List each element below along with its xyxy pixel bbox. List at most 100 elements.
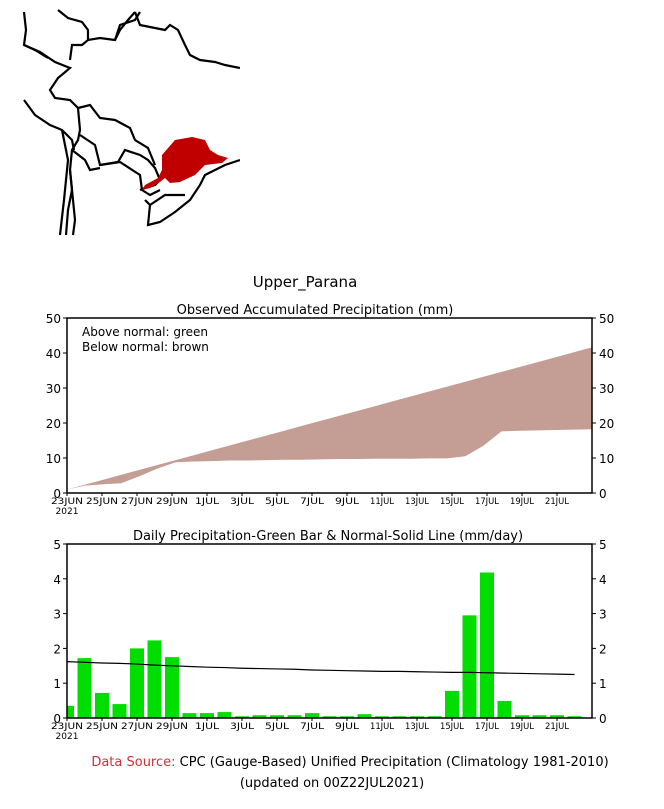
precip-bar bbox=[340, 716, 354, 718]
x-tick-label: 15JUL bbox=[440, 497, 464, 507]
y-tick-label-left: 1 bbox=[53, 677, 61, 691]
y-tick-label-left: 10 bbox=[46, 452, 61, 466]
precip-bar bbox=[165, 657, 179, 718]
normal-line bbox=[66, 661, 575, 676]
precip-bar bbox=[112, 704, 127, 718]
y-tick-label-left: 20 bbox=[46, 417, 61, 431]
precip-bar bbox=[410, 716, 424, 718]
x-tick-label: 27JUN bbox=[121, 497, 153, 507]
y-tick-label-right: 0 bbox=[599, 712, 607, 726]
x-tick-label: 25JUN bbox=[86, 497, 118, 507]
data-source-text: CPC (Gauge-Based) Unified Precipitation … bbox=[179, 755, 609, 770]
y-tick-label-left: 30 bbox=[46, 382, 61, 396]
x-tick-label: 11JUL bbox=[370, 497, 394, 507]
daily-chart-title: Daily Precipitation-Green Bar & Normal-S… bbox=[133, 529, 523, 544]
precip-bar bbox=[235, 716, 249, 718]
accumulated-chart-title: Observed Accumulated Precipitation (mm) bbox=[177, 303, 454, 318]
x-tick-label: 29JUN bbox=[156, 497, 188, 507]
x-tick-label: 21JUL bbox=[545, 722, 569, 732]
precip-bar bbox=[67, 705, 74, 718]
x-tick-label: 9JUL bbox=[335, 497, 359, 507]
y-tick-label-left: 50 bbox=[46, 312, 61, 326]
precip-bar bbox=[480, 572, 494, 718]
daily-precip-chart: Daily Precipitation-Green Bar & Normal-S… bbox=[51, 529, 607, 742]
precip-bar bbox=[147, 640, 162, 718]
region-map bbox=[22, 9, 240, 236]
x-tick-label: 1JUL bbox=[195, 497, 219, 507]
plot-frame bbox=[66, 317, 593, 494]
x-tick-label: 5JUL bbox=[265, 722, 289, 732]
precip-bar bbox=[77, 658, 92, 718]
precip-bar bbox=[427, 716, 442, 718]
y-tick-label-right: 40 bbox=[599, 347, 614, 361]
x-tick-label: 9JUL bbox=[335, 722, 359, 732]
y-tick-label-left: 4 bbox=[53, 573, 61, 587]
x-tick-label: 19JUL bbox=[510, 722, 534, 732]
precip-bar bbox=[182, 713, 197, 718]
precip-bar bbox=[95, 692, 109, 718]
y-tick-label-left: 3 bbox=[53, 608, 61, 622]
precip-bar bbox=[217, 712, 232, 718]
updated-timestamp: (updated on 00Z22JUL2021) bbox=[239, 776, 425, 791]
plot-frame bbox=[66, 543, 593, 719]
country-borders bbox=[22, 9, 240, 236]
y-tick-label-left: 5 bbox=[53, 538, 61, 552]
x-tick-label: 11JUL bbox=[370, 722, 394, 732]
precip-bar bbox=[305, 713, 319, 718]
precip-bar bbox=[375, 716, 389, 718]
x-tick-label: 3JUL bbox=[230, 722, 254, 732]
y-tick-label-right: 4 bbox=[599, 573, 607, 587]
below-normal-area bbox=[67, 347, 592, 490]
x-tick-label: 7JUL bbox=[300, 497, 324, 507]
x-tick-label: 25JUN bbox=[86, 722, 118, 732]
y-tick-label-right: 2 bbox=[599, 642, 607, 656]
precip-bar bbox=[515, 715, 529, 718]
x-tick-label: 23JUN bbox=[51, 497, 83, 507]
x-tick-label: 29JUN bbox=[156, 722, 188, 732]
x-tick-label: 13JUL bbox=[405, 722, 429, 732]
y-tick-label-left: 40 bbox=[46, 347, 61, 361]
y-tick-label-right: 3 bbox=[599, 608, 607, 622]
precip-bar bbox=[567, 716, 582, 718]
legend-above: Above normal: green bbox=[82, 325, 208, 339]
precip-bar bbox=[322, 716, 337, 718]
y-tick-label-right: 5 bbox=[599, 538, 607, 552]
x-tick-label: 19JUL bbox=[510, 497, 534, 507]
x-tick-label: 27JUN bbox=[121, 722, 153, 732]
data-source-line: Data Source: CPC (Gauge-Based) Unified P… bbox=[0, 755, 664, 770]
x-tick-label: 1JUL bbox=[195, 722, 219, 732]
precip-bar bbox=[200, 713, 214, 718]
precip-bar bbox=[130, 648, 144, 718]
x-tick-label: 21JUL bbox=[545, 497, 569, 507]
y-tick-label-right: 10 bbox=[599, 452, 614, 466]
data-source-label: Data Source: bbox=[91, 755, 176, 770]
y-tick-label-right: 0 bbox=[599, 487, 607, 501]
precip-bar bbox=[462, 615, 477, 718]
x-tick-label: 17JUL bbox=[475, 722, 499, 732]
precip-bar bbox=[270, 715, 284, 718]
year-label: 2021 bbox=[56, 732, 79, 742]
y-tick-label-left: 0 bbox=[53, 487, 61, 501]
precip-bar bbox=[357, 714, 372, 718]
y-tick-label-right: 1 bbox=[599, 677, 607, 691]
precip-bar bbox=[532, 715, 547, 718]
precip-bar bbox=[392, 716, 407, 718]
y-tick-label-left: 0 bbox=[53, 712, 61, 726]
legend-below: Below normal: brown bbox=[82, 340, 209, 354]
y-tick-label-right: 30 bbox=[599, 382, 614, 396]
precip-bar bbox=[445, 690, 459, 718]
precip-bar bbox=[287, 715, 302, 718]
y-tick-label-right: 50 bbox=[599, 312, 614, 326]
x-tick-label: 23JUN bbox=[51, 722, 83, 732]
x-tick-label: 5JUL bbox=[265, 497, 289, 507]
x-tick-label: 15JUL bbox=[440, 722, 464, 732]
region-title: Upper_Parana bbox=[252, 273, 358, 291]
x-tick-label: 3JUL bbox=[230, 497, 254, 507]
y-tick-label-left: 2 bbox=[53, 642, 61, 656]
bars bbox=[67, 572, 582, 718]
upper-parana-region bbox=[142, 137, 228, 190]
x-tick-label: 17JUL bbox=[475, 497, 499, 507]
precip-bar bbox=[252, 715, 267, 718]
x-tick-label: 13JUL bbox=[405, 497, 429, 507]
x-tick-label: 7JUL bbox=[300, 722, 324, 732]
